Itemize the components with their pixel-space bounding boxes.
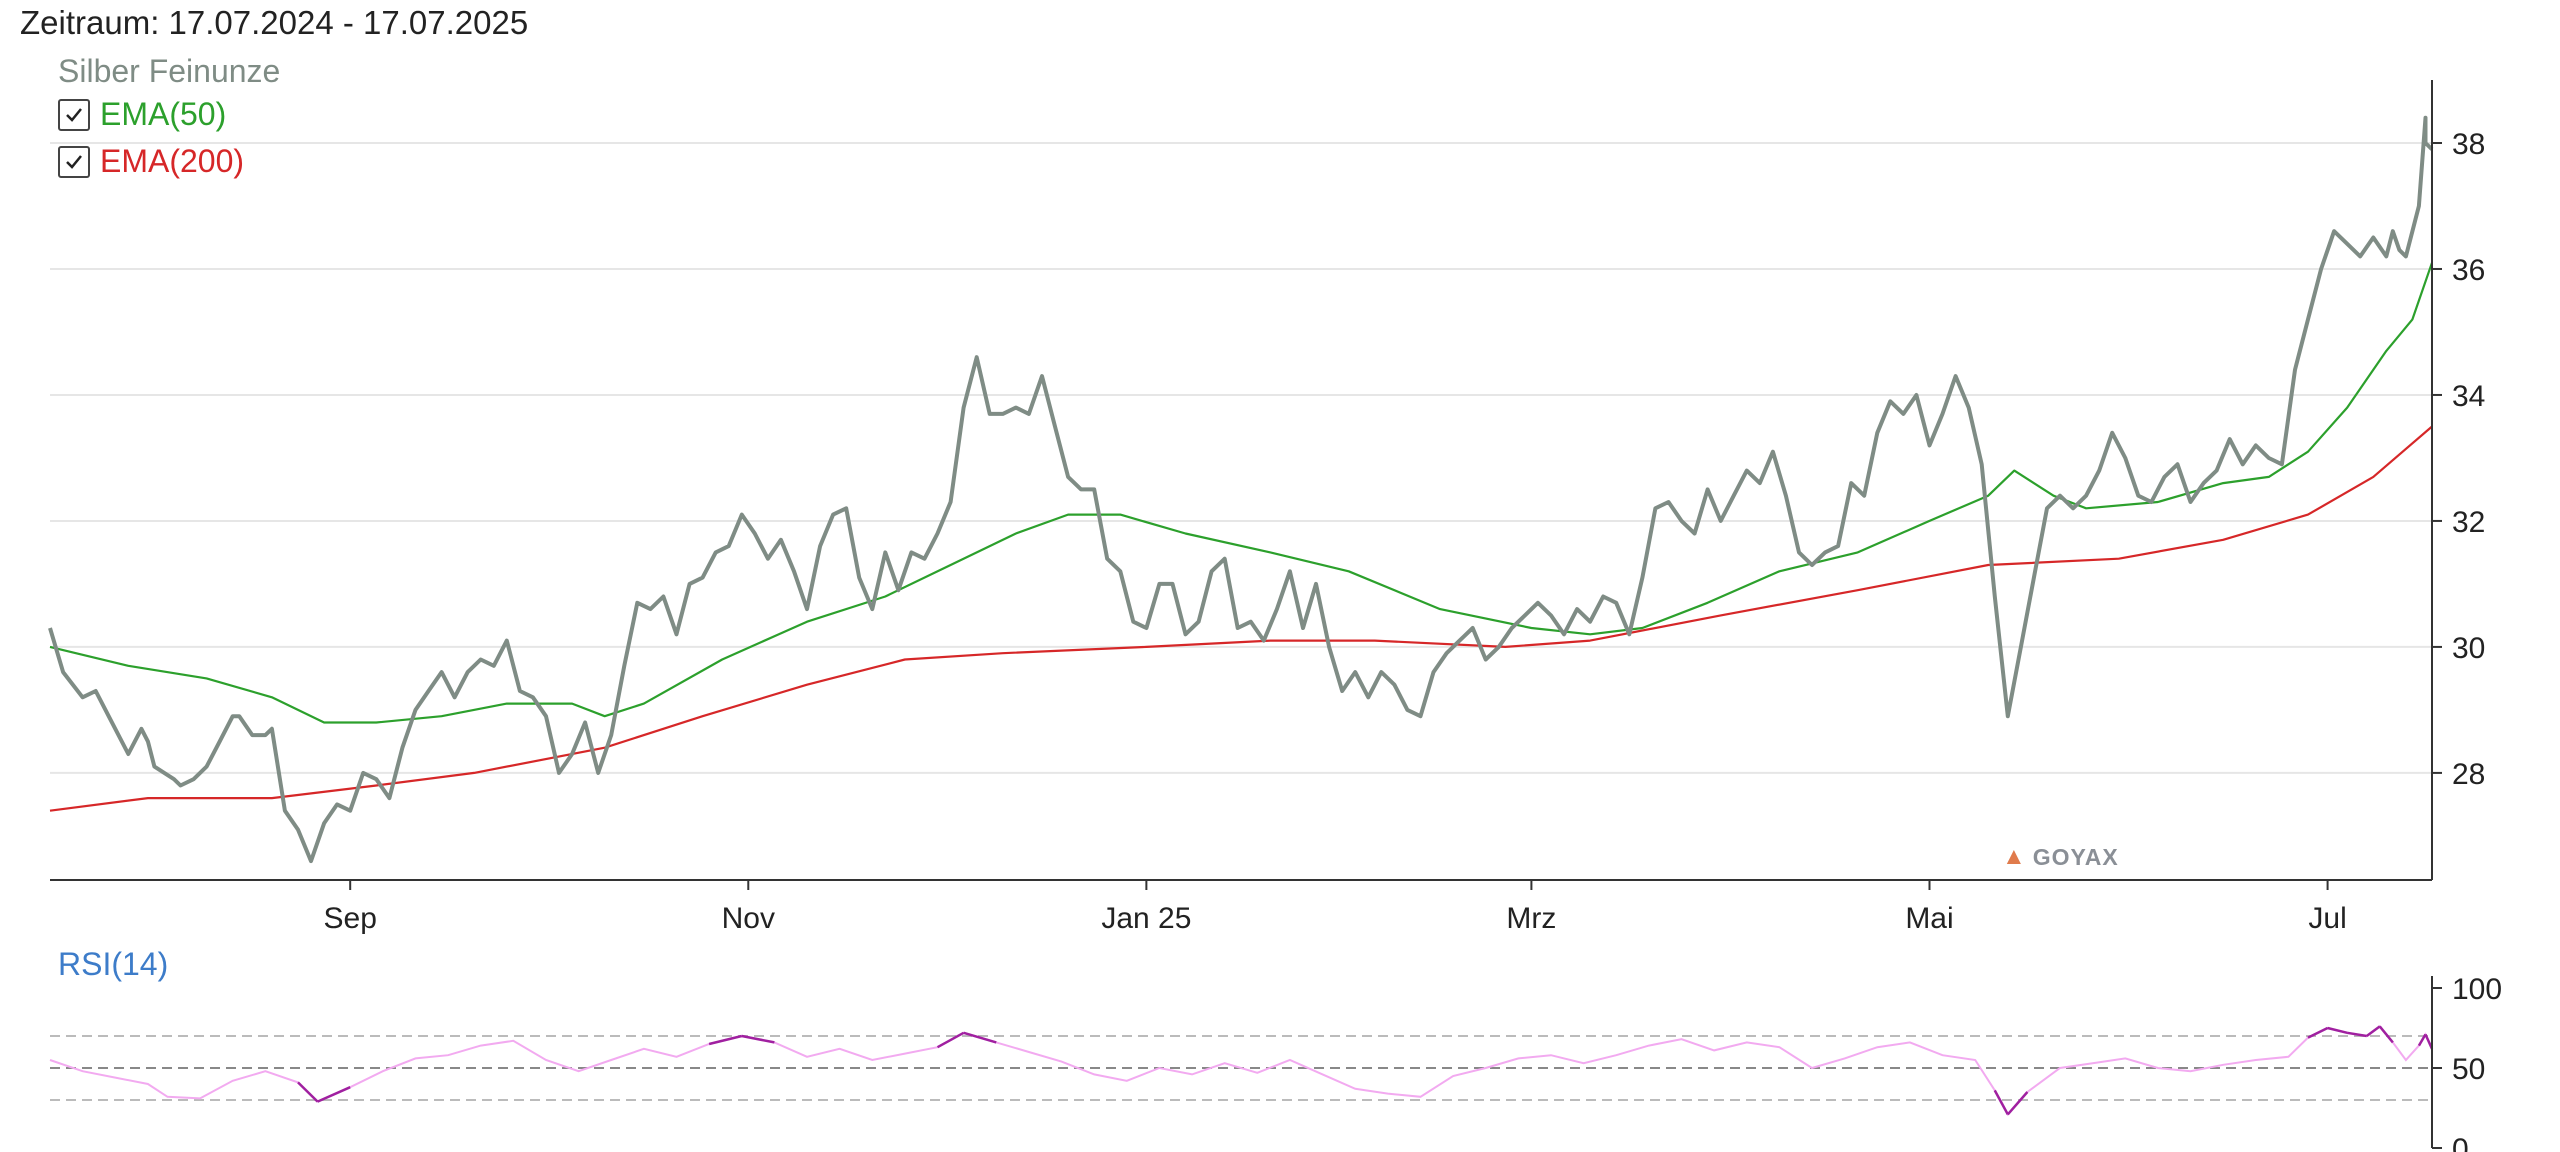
rsi-extreme-segment [2307,1026,2329,1039]
rsi-extreme-segment [963,1031,997,1044]
period-label: Zeitraum: 17.07.2024 - 17.07.2025 [20,4,529,41]
rsi-extreme-segment [2378,1025,2394,1044]
x-tick-label-Nov: Nov [722,902,775,935]
ema50-checkbox[interactable] [58,98,90,131]
x-tick-label-Jan 25: Jan 25 [1101,902,1191,935]
main-grid [50,141,2432,774]
y-tick-label-34: 34 [2452,380,2485,413]
rsi-extreme-segment [2365,1025,2381,1038]
rsi-extreme-segment [936,1031,965,1049]
checkmark-icon [66,107,82,122]
bull-icon: ▲ [2002,843,2027,870]
series-name-label: Silber Feinunze [58,53,281,89]
goyax-watermark: ▲ GOYAX [2002,843,2119,871]
ema50-label: EMA(50) [100,96,227,132]
rsi-y-tick-label-100: 100 [2452,973,2502,1006]
rsi-extreme-segment [317,1086,351,1103]
rsi-line [49,1025,2433,1117]
y-tick-label-32: 32 [2452,506,2485,539]
y-tick-label-38: 38 [2452,128,2485,161]
rsi-extreme-segment [297,1081,319,1103]
x-tick-label-Mrz: Mrz [1506,902,1556,935]
watermark-text: GOYAX [2032,843,2119,870]
rsi-grid [50,1035,2432,1101]
price-line [48,115,2434,864]
rsi-extreme-segment [2346,1031,2367,1038]
rsi-extreme-segment [2327,1026,2348,1035]
y-tick-label-28: 28 [2452,758,2485,791]
rsi-axes: 0 50 100 [2431,973,2502,1152]
y-tick-label-36: 36 [2452,254,2485,287]
y-tick-label-30: 30 [2452,632,2485,665]
rsi-extreme-segment [2424,1033,2434,1050]
ema50-line [49,262,2434,724]
rsi-extreme-segment [2006,1091,2029,1116]
main-axes: 28 30 32 34 36 38 Sep Nov Jan 25 Mrz Mai Jul [50,80,2485,935]
x-tick-label-Sep: Sep [324,902,377,935]
checkmark-icon [66,154,82,169]
rsi-y-tick-label-0: 0 [2452,1133,2469,1152]
x-tick-label-Jul: Jul [2308,902,2346,935]
rsi-y-tick-label-50: 50 [2452,1053,2485,1086]
main-series [48,115,2434,864]
rsi-extreme-segment [1993,1089,2009,1115]
ema200-label: EMA(200) [100,143,245,179]
rsi-series [49,1025,2434,1117]
ema200-checkbox[interactable] [58,145,90,178]
rsi-extreme-segment [708,1034,743,1046]
legend-item-ema200[interactable]: EMA(200) [58,143,244,180]
legend-item-ema50[interactable]: EMA(50) [58,96,226,133]
ema200-line [49,425,2433,812]
x-tick-label-Mai: Mai [1905,902,1953,935]
rsi-label: RSI(14) [58,946,169,982]
rsi-extreme-segment [2417,1033,2427,1047]
rsi-extreme-segment [741,1034,775,1044]
